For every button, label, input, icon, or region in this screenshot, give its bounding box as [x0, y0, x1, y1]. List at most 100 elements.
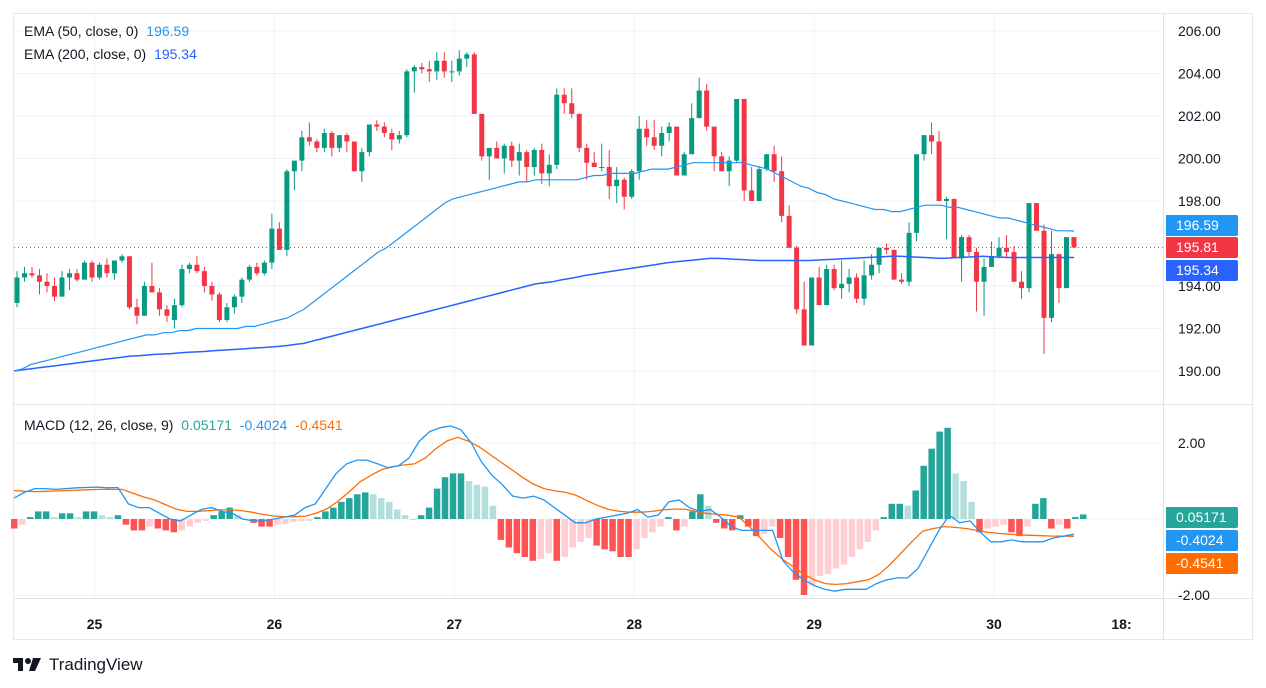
candle [21, 266, 27, 282]
macd-histogram-bar [162, 519, 170, 531]
macd-histogram-bar [928, 448, 935, 519]
macd-histogram-bar [864, 519, 872, 542]
candle-body [989, 256, 995, 267]
candle [29, 266, 35, 278]
legend-ema50-value: 196.59 [146, 23, 190, 39]
candle-body [824, 269, 830, 306]
candle [524, 150, 530, 182]
time-tick-label: 18: [1111, 616, 1131, 632]
macd-histogram-bar [122, 519, 130, 525]
candle [59, 271, 65, 297]
macd-histogram-bar [82, 511, 90, 519]
candle [329, 130, 335, 157]
time-tick-label: 26 [267, 616, 283, 632]
candle-body [276, 228, 282, 250]
legend-ema200[interactable]: EMA (200, close, 0) 195.34 [24, 46, 201, 62]
candle [1011, 245, 1017, 282]
candle-body [1011, 252, 1017, 282]
candle [351, 141, 357, 172]
candle-body [786, 215, 792, 248]
candle-body [591, 162, 597, 167]
macd-histogram-bar [377, 498, 385, 519]
candle [1041, 224, 1047, 354]
candle [509, 141, 515, 167]
candle-body [629, 171, 635, 197]
legend-macd[interactable]: MACD (12, 26, close, 9) 0.05171 -0.4024 … [24, 417, 347, 433]
candle [51, 277, 57, 301]
candle [216, 292, 222, 323]
macd-histogram-bar [74, 517, 82, 519]
macd-histogram-bar [18, 519, 26, 525]
candle-body [299, 137, 305, 161]
candle [366, 124, 372, 157]
macd-tag-signal: -0.4541 [1166, 553, 1238, 574]
candle-body [336, 135, 342, 148]
candle-body [119, 256, 125, 261]
candle-body [689, 118, 695, 155]
candle-body [816, 277, 822, 306]
candle [156, 288, 162, 316]
candle [194, 256, 200, 274]
macd-histogram-bar [936, 431, 943, 519]
legend-ema50[interactable]: EMA (50, close, 0) 196.59 [24, 23, 193, 39]
candle [14, 271, 20, 308]
candle-body [884, 247, 890, 250]
candle-body [899, 279, 905, 282]
macd-histogram-bar [282, 519, 289, 524]
candle [599, 143, 605, 172]
macd-histogram-bar [760, 519, 768, 535]
candle [966, 235, 972, 257]
candle [96, 262, 102, 280]
macd-histogram-bar [457, 473, 465, 519]
candle-body [44, 281, 50, 286]
macd-histogram-bar [736, 515, 744, 519]
candle-body [711, 126, 717, 157]
candle-body [501, 145, 507, 159]
macd-histogram-bar [154, 519, 162, 529]
macd-histogram-bar [26, 517, 34, 519]
candle-body [209, 286, 215, 295]
candle [929, 122, 935, 155]
candle [374, 120, 380, 131]
candle-body [179, 269, 185, 306]
macd-histogram-bar [856, 519, 864, 550]
candle [914, 154, 920, 242]
macd-histogram-bar [1040, 498, 1047, 519]
candle-body [509, 145, 515, 161]
candle-body [164, 309, 170, 316]
candle-body [396, 135, 402, 140]
macd-histogram-bar [545, 519, 552, 554]
candle-body [966, 237, 972, 252]
time-tick-label: 29 [806, 616, 822, 632]
candle [606, 150, 612, 199]
candle [314, 139, 320, 153]
candle [539, 143, 545, 184]
candle [344, 133, 350, 153]
candle [359, 147, 365, 182]
macd-histogram-bar [872, 519, 880, 531]
macd-histogram-bar [944, 427, 951, 519]
candle [81, 260, 87, 280]
candle [719, 152, 725, 172]
candle [201, 266, 207, 293]
candle-body [651, 137, 657, 146]
price-tag-ema50: 196.59 [1166, 215, 1238, 236]
macd-histogram-bar [625, 519, 632, 557]
candle-body [914, 154, 920, 233]
macd-histogram-bar [912, 490, 919, 519]
macd-histogram-bar [1056, 519, 1063, 525]
candle-body [576, 113, 582, 148]
price-tick-label: 206.00 [1178, 23, 1221, 39]
candle [576, 113, 582, 153]
tradingview-logo[interactable]: TradingView [13, 655, 143, 675]
candle-body [726, 160, 732, 172]
macd-histogram-bar [441, 477, 449, 519]
candle [134, 298, 140, 325]
candle [419, 62, 425, 74]
candle [561, 88, 567, 114]
candle [261, 260, 267, 276]
candle-body [314, 141, 320, 148]
macd-histogram-bar [138, 519, 146, 531]
candle [689, 103, 695, 155]
